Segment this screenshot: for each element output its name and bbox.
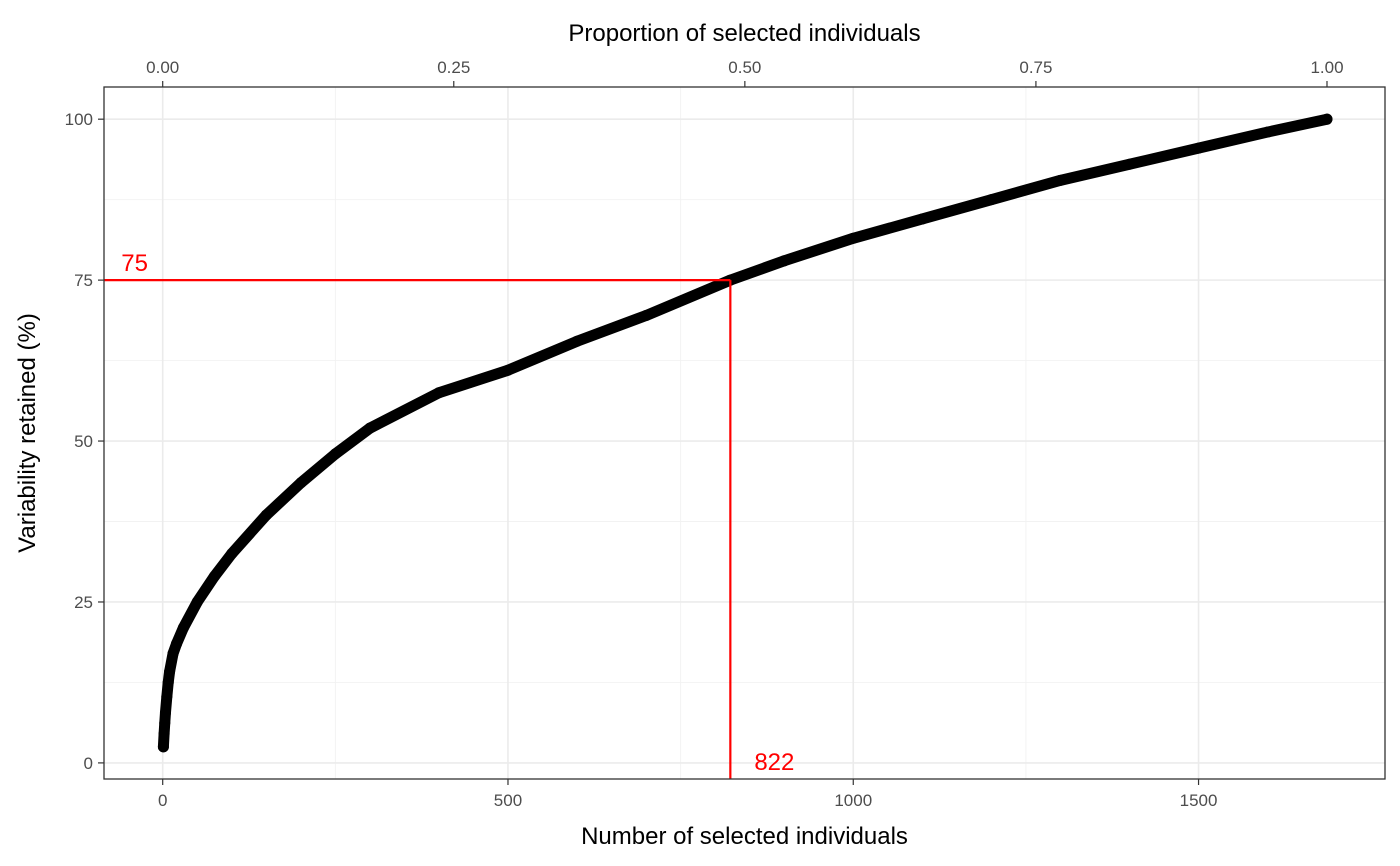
data-point [916,213,928,225]
data-point [167,647,179,659]
top-x-axis-title: Proportion of selected individuals [568,20,920,47]
data-point [329,448,341,460]
data-point [164,665,176,677]
y-tick-label: 100 [65,110,93,129]
data-point [159,707,171,719]
y-tick-label: 0 [84,754,93,773]
data-point [502,364,514,376]
data-point [433,387,445,399]
data-point [191,596,203,608]
data-point [985,194,997,206]
annotation-layer: 75 822 [104,250,794,779]
y-axis-title: Variability retained (%) [14,313,41,553]
major-gridlines [104,87,1385,779]
threshold-label-vertical: 822 [754,749,794,776]
data-point [226,548,238,560]
y-tick-label: 25 [74,593,93,612]
data-point [1193,142,1205,154]
x-tick-label: 500 [494,791,522,810]
top-x-axis: 0.00 0.25 0.50 0.75 1.00 [146,58,1344,87]
top-x-tick-label: 0.75 [1019,58,1052,77]
data-point [571,335,583,347]
y-tick-label: 75 [74,271,93,290]
data-point [1123,158,1135,170]
top-x-tick-label: 0.00 [146,58,179,77]
data-point [1262,126,1274,138]
x-tick-label: 1000 [834,791,872,810]
x-axis-title: Number of selected individuals [581,823,908,850]
data-point [177,622,189,634]
top-x-tick-label: 0.50 [728,58,761,77]
minor-gridlines [104,87,1385,779]
data-point [1054,174,1066,186]
data-point [364,422,376,434]
data-point [157,741,169,753]
data-point [208,570,220,582]
left-y-axis: 0 25 50 75 100 [65,110,104,773]
data-point [1321,113,1333,125]
x-tick-label: 0 [158,791,167,810]
data-point [295,477,307,489]
x-tick-label: 1500 [1180,791,1218,810]
top-x-tick-label: 1.00 [1310,58,1343,77]
bottom-x-axis: 0 500 1000 1500 [158,779,1217,810]
series-layer [157,113,1333,753]
data-point [158,728,170,740]
data-point [847,232,859,244]
data-point [260,509,272,521]
top-x-tick-label: 0.25 [437,58,470,77]
data-point [171,638,183,650]
y-tick-label: 50 [74,432,93,451]
threshold-label-horizontal: 75 [121,250,148,277]
data-point [778,255,790,267]
data-point [640,310,652,322]
data-point [162,676,174,688]
data-point [161,691,173,703]
data-point [159,717,171,729]
